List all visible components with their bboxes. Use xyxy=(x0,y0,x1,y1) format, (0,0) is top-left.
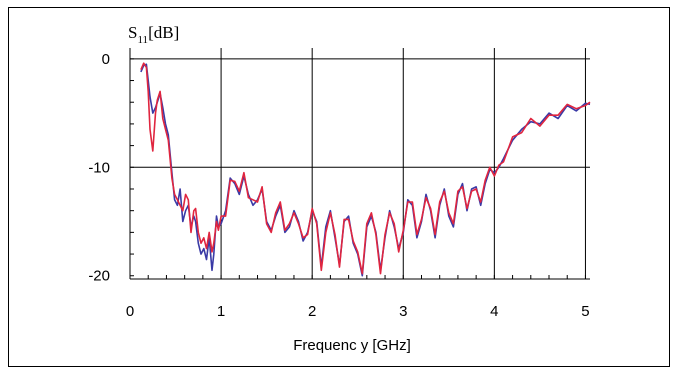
series-group xyxy=(140,62,591,277)
y-tick-label: 0 xyxy=(102,51,110,68)
tick-labels: 0 1 2 3 4 5 0 -10 -20 xyxy=(88,51,589,320)
x-tick-label: 4 xyxy=(490,303,498,320)
axes xyxy=(129,48,590,280)
x-tick-label: 0 xyxy=(126,303,134,320)
chart-frame xyxy=(8,7,670,367)
x-tick-label: 3 xyxy=(399,303,407,320)
y-tick-label: -20 xyxy=(88,268,110,285)
series-line-2 xyxy=(140,62,591,275)
x-tick-label: 2 xyxy=(308,303,316,320)
y-axis-label: S11[dB] xyxy=(128,23,179,46)
grid xyxy=(130,48,590,279)
x-tick-label: 5 xyxy=(581,303,589,320)
x-tick-label: 1 xyxy=(217,303,225,320)
x-axis-label: Frequenc y [GHz] xyxy=(293,337,411,354)
y-tick-label: -10 xyxy=(88,159,110,176)
